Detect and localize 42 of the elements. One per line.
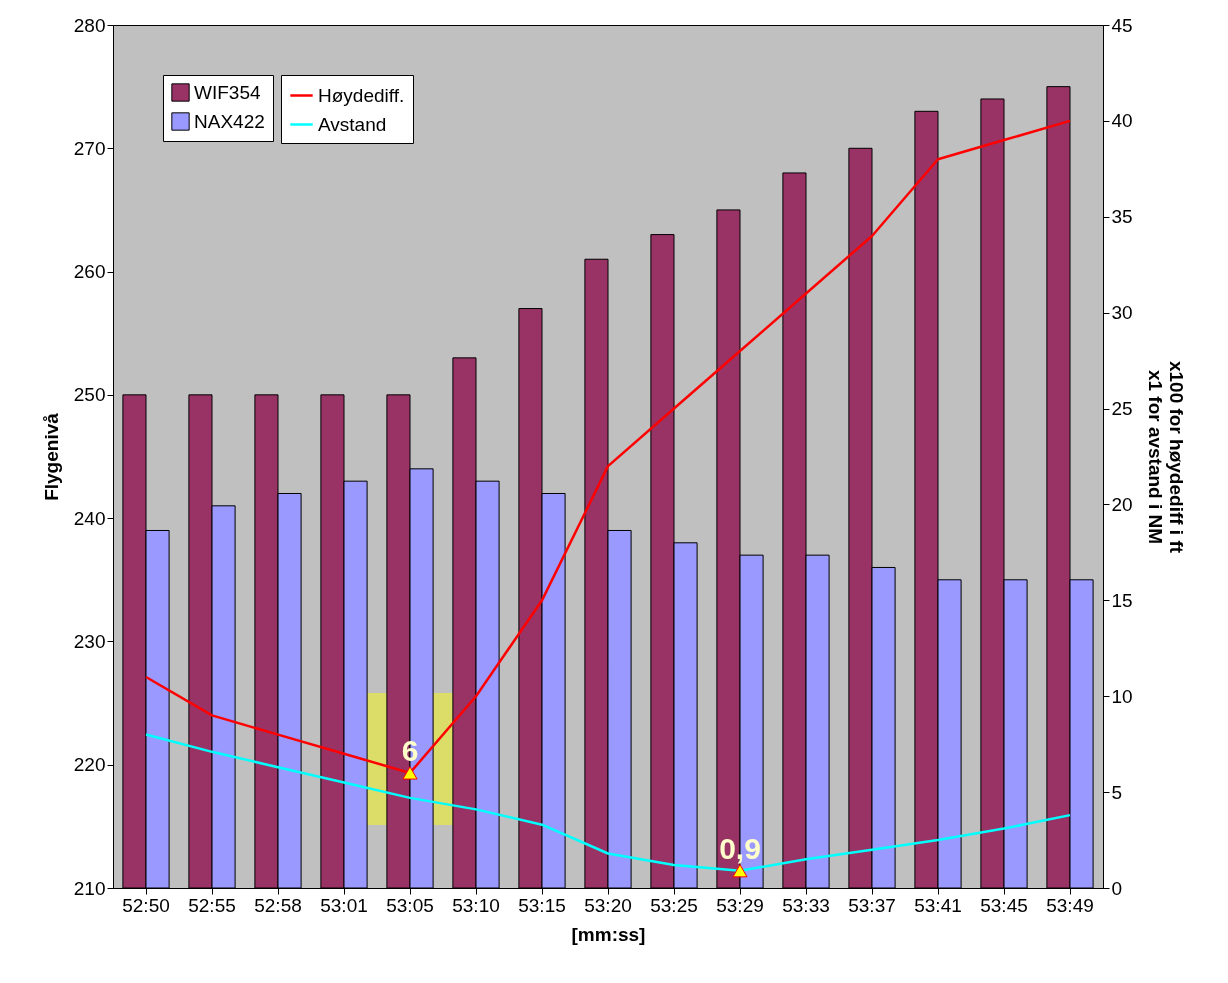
- x-tick-label: 53:15: [518, 894, 566, 916]
- x-tick-label: 53:25: [650, 894, 698, 916]
- y-tick-label: 220: [73, 754, 106, 776]
- legend-label: Avstand: [318, 113, 387, 135]
- y-tick-label: 260: [73, 261, 106, 283]
- x-tick-label: 52:55: [188, 894, 236, 916]
- y-tick-label: 270: [73, 137, 106, 159]
- y2-tick-label: 40: [1111, 110, 1133, 132]
- y2-tick-label: 20: [1111, 493, 1133, 515]
- x-tick-label: 53:10: [452, 894, 500, 916]
- y-axis-title: Flygenivå: [40, 412, 62, 501]
- y-tick-label: 240: [73, 507, 106, 529]
- annotation: 0,9: [719, 831, 761, 865]
- y2-tick-label: 35: [1111, 206, 1133, 228]
- x-tick-label: 53:37: [848, 894, 896, 916]
- x-tick-label: 53:05: [386, 894, 434, 916]
- y2-tick-label: 30: [1111, 302, 1133, 324]
- y-tick-label: 230: [73, 630, 106, 652]
- legend-label: Høydediff.: [318, 84, 405, 106]
- y2-tick-label: 5: [1111, 781, 1123, 803]
- y2-tick-label: 25: [1111, 398, 1133, 420]
- y2-tick-label: 0: [1111, 877, 1123, 899]
- y2-axis-title: x100 for høydediff i ft x1 for avstand i NM: [1144, 360, 1187, 554]
- x-tick-label: 52:58: [254, 894, 302, 916]
- x-tick-label: 53:49: [1046, 894, 1094, 916]
- y2-tick-label: 45: [1111, 14, 1133, 36]
- x-tick-label: 53:45: [980, 894, 1028, 916]
- x-tick-label: 52:50: [122, 894, 170, 916]
- x-tick-label: 53:01: [320, 894, 368, 916]
- legend-label: NAX422: [194, 110, 265, 132]
- y-tick-label: 250: [73, 384, 106, 406]
- x-tick-label: 53:29: [716, 894, 764, 916]
- x-tick-label: 53:41: [914, 894, 962, 916]
- legend-label: WIF354: [194, 81, 261, 103]
- y-tick-label: 210: [73, 877, 106, 899]
- x-axis-title: [mm:ss]: [571, 923, 646, 945]
- x-tick-label: 53:20: [584, 894, 632, 916]
- y2-tick-label: 10: [1111, 685, 1133, 707]
- x-tick-label: 53:33: [782, 894, 830, 916]
- annotation: 6: [401, 733, 419, 767]
- y2-tick-label: 15: [1111, 589, 1133, 611]
- y-tick-label: 280: [73, 14, 106, 36]
